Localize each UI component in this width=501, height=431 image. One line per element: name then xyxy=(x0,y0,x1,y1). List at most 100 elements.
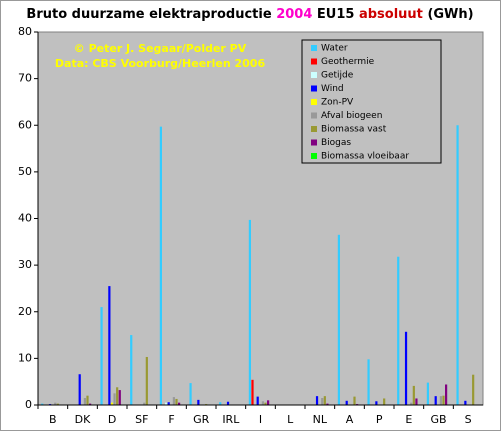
bar xyxy=(445,384,448,405)
y-tick-label: 30 xyxy=(18,258,32,271)
bar xyxy=(251,379,254,405)
title-part: EU15 xyxy=(317,7,355,22)
legend-swatch xyxy=(311,153,317,159)
bar xyxy=(189,383,192,405)
x-tick-label: L xyxy=(287,413,294,426)
legend-label: Geothermie xyxy=(321,57,375,67)
bar xyxy=(56,403,59,405)
legend-label: Biomassa vast xyxy=(321,125,387,135)
bar xyxy=(256,396,259,405)
x-tick-label: E xyxy=(405,413,412,426)
bar xyxy=(442,395,445,405)
bar xyxy=(178,402,181,405)
bar xyxy=(83,398,86,405)
bar xyxy=(412,385,415,405)
bar xyxy=(113,393,116,405)
x-tick-label: GR xyxy=(193,413,210,426)
bar xyxy=(54,402,57,405)
y-tick-label: 40 xyxy=(18,212,32,225)
legend-swatch xyxy=(311,112,317,119)
bar xyxy=(415,398,418,405)
annotation: Data: CBS Voorburg/Heerlen 2006 xyxy=(55,57,266,70)
bar xyxy=(264,402,267,405)
x-tick-label: I xyxy=(259,413,262,426)
bar xyxy=(315,396,319,405)
bar xyxy=(472,374,475,405)
legend-swatch xyxy=(311,72,317,78)
bar xyxy=(165,402,168,405)
bar xyxy=(226,401,230,405)
y-tick-label: 50 xyxy=(18,165,32,178)
y-tick-label: 60 xyxy=(18,118,32,131)
bar xyxy=(434,396,437,405)
bar xyxy=(159,126,162,406)
bar xyxy=(89,403,92,405)
bar xyxy=(116,387,119,405)
bar xyxy=(323,396,326,405)
legend-label: Water xyxy=(321,44,348,54)
bar xyxy=(375,401,378,405)
bar xyxy=(326,403,329,405)
legend-swatch xyxy=(311,126,317,132)
bar xyxy=(110,402,114,405)
y-tick-label: 70 xyxy=(18,72,32,85)
bar xyxy=(383,398,386,405)
title-part: (GWh) xyxy=(427,7,473,22)
legend-swatch xyxy=(311,45,317,51)
x-tick-label: B xyxy=(49,413,57,426)
legend-label: Getijde xyxy=(321,71,354,81)
bar xyxy=(248,219,251,405)
bar xyxy=(353,396,356,405)
bar xyxy=(439,396,442,405)
bar xyxy=(172,397,175,405)
x-tick-label: SF xyxy=(135,413,148,426)
bar xyxy=(367,359,370,405)
bar xyxy=(219,402,222,405)
bar xyxy=(86,395,89,405)
x-tick-label: P xyxy=(376,413,383,426)
legend-label: Zon-PV xyxy=(321,98,354,108)
legend-swatch xyxy=(311,139,317,146)
bar xyxy=(130,335,133,405)
bar xyxy=(197,399,200,405)
bar xyxy=(267,400,270,405)
x-tick-label: D xyxy=(108,413,116,426)
bar xyxy=(118,390,121,405)
y-tick-label: 10 xyxy=(18,351,32,364)
bar xyxy=(167,402,170,405)
legend-box xyxy=(301,39,442,164)
bar xyxy=(175,398,178,405)
title-part: absoluut xyxy=(359,7,423,22)
bar xyxy=(345,400,348,405)
x-tick-label: A xyxy=(346,413,354,426)
title-part: Bruto duurzame elektraproductie xyxy=(26,7,271,22)
bar xyxy=(456,125,459,405)
y-tick-label: 80 xyxy=(18,25,32,38)
bar xyxy=(410,402,413,405)
title-part: 2004 xyxy=(276,7,312,22)
x-tick-label: S xyxy=(465,413,472,426)
bar xyxy=(426,382,429,405)
x-tick-label: DK xyxy=(75,413,91,426)
legend-label: Afval biogeen xyxy=(321,111,382,121)
bar xyxy=(397,256,400,405)
legend-label: Biogas xyxy=(321,138,351,148)
legend-swatch xyxy=(311,85,317,92)
x-tick-label: NL xyxy=(313,413,328,426)
legend-label: Wind xyxy=(321,84,344,94)
legend-swatch xyxy=(311,99,317,105)
annotation: © Peter J. Segaar/Polder PV xyxy=(74,42,247,55)
bar xyxy=(108,286,111,405)
bar xyxy=(100,307,103,405)
bar xyxy=(143,402,146,405)
legend-label: Biomassa vloeibaar xyxy=(321,152,409,162)
bar xyxy=(404,331,408,405)
bar xyxy=(464,400,467,405)
bar xyxy=(337,234,340,405)
y-tick-label: 20 xyxy=(18,305,32,318)
bar xyxy=(145,356,148,405)
x-tick-label: F xyxy=(168,413,174,426)
chart-title: Bruto duurzame elektraproductie 2004 EU1… xyxy=(26,7,473,22)
y-tick-label: 0 xyxy=(25,398,32,411)
